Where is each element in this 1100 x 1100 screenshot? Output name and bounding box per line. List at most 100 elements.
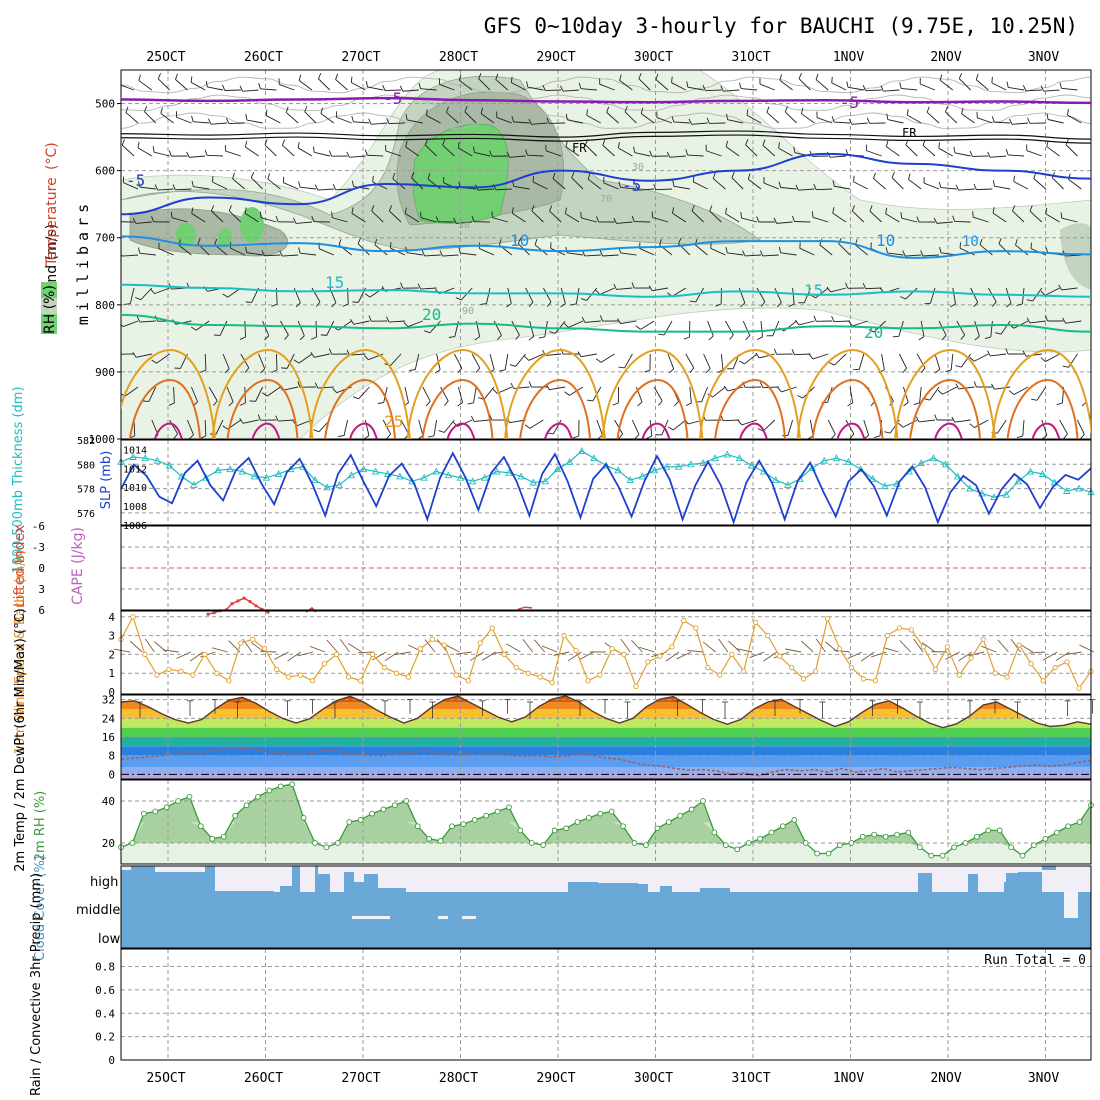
wind-barb	[193, 121, 210, 124]
wind-barb	[511, 212, 526, 223]
lifted-index-marker	[242, 596, 246, 600]
wind-barb-flag	[777, 387, 782, 393]
isotherm-35	[349, 422, 378, 439]
thickness-marker	[990, 493, 998, 501]
wind-barb	[264, 144, 277, 157]
wind-barb	[427, 178, 441, 190]
wind10m-barb	[567, 651, 582, 662]
thickness-marker	[311, 476, 319, 484]
wind-barb-flag	[916, 216, 920, 223]
wind-barb	[827, 419, 836, 435]
rh2m-marker	[437, 838, 444, 844]
wind-barb-flag	[800, 107, 804, 114]
wind-barb	[275, 353, 278, 371]
wind-barb-flag	[853, 175, 855, 182]
wind-barb-flag	[955, 383, 960, 390]
cloud-gap-mid	[438, 916, 448, 919]
thickness-marker	[1026, 467, 1035, 475]
wind-barb	[371, 210, 384, 223]
rh2m-marker	[369, 810, 375, 817]
y-tick-label-right: 1008	[123, 502, 147, 513]
wind-barb	[886, 146, 900, 157]
wind-barb	[652, 287, 669, 292]
lifted-index-ylabel: Lifted Index	[12, 525, 28, 607]
y-tick-label: 500	[95, 98, 115, 111]
wind-barb	[426, 115, 441, 124]
wind-barb-flag	[691, 205, 695, 212]
wind10m-marker	[286, 674, 292, 680]
rh2m-marker	[255, 793, 261, 800]
rh2m-marker	[643, 842, 649, 848]
wind10m-marker	[130, 614, 136, 620]
thickness-marker	[541, 477, 550, 485]
wind-barb	[776, 221, 793, 224]
wind-barb-flag	[960, 334, 965, 340]
wind-barb-flag	[984, 336, 991, 339]
wind-barb-flag	[586, 399, 593, 402]
wind-barb	[916, 353, 926, 369]
wind-barb-flag	[868, 329, 875, 333]
wind-barb	[1026, 150, 1042, 157]
wind10m-barb	[506, 643, 521, 653]
isotherm-25	[406, 348, 509, 439]
wind-barb-flag	[244, 207, 247, 214]
wind-barb	[568, 320, 584, 328]
wind-barb-flag	[666, 151, 671, 158]
wind-barb	[433, 419, 438, 436]
wind-barb	[958, 188, 975, 191]
wind-barb-flag	[357, 238, 361, 244]
wind-barb-flag	[884, 431, 891, 434]
wind-barb	[756, 287, 766, 303]
rh2m-marker	[848, 840, 855, 846]
wind-barb	[464, 111, 477, 124]
wind-barb	[215, 419, 224, 435]
cloud-gap-mid	[1064, 892, 1078, 918]
wind-barb	[997, 419, 1007, 434]
wind-barb-flag	[424, 139, 428, 146]
wind-barb	[707, 320, 714, 337]
wind-barb-flag	[848, 321, 853, 327]
thickness-marker	[505, 468, 513, 476]
wind-barb-flag	[170, 211, 173, 218]
wind10m-barb	[424, 639, 436, 653]
wind-barb-flag	[250, 172, 255, 178]
wind-barb	[545, 353, 562, 356]
rh2m-marker	[928, 852, 935, 859]
wind10m-barb	[981, 645, 997, 653]
wind-barb-flag	[495, 73, 499, 80]
wind-barb	[545, 150, 562, 157]
wind-barb-flag	[1045, 315, 1049, 322]
wind-barb	[798, 320, 815, 326]
wind-barb	[687, 154, 704, 157]
wind-barb	[260, 88, 277, 91]
wind-barb	[1025, 89, 1042, 92]
cloud-bar	[364, 874, 378, 886]
wind-barb	[801, 113, 815, 124]
wind-barb	[693, 181, 708, 190]
wind-barb-flag	[862, 283, 867, 289]
cape-ylabel: CAPE (J/kg)	[70, 527, 86, 605]
wind-barb-flag	[755, 352, 760, 359]
wind-barb	[816, 117, 833, 124]
wind-barb-flag	[427, 173, 431, 180]
wind-barb-flag	[902, 368, 907, 374]
wind10m-marker	[489, 625, 495, 631]
wind-barb-flag	[552, 172, 556, 179]
wind10m-barb	[871, 651, 887, 658]
wind-barb	[865, 287, 882, 290]
wind10m-marker	[812, 668, 819, 674]
cloud-bar	[660, 886, 672, 892]
wind-barb-flag	[271, 303, 278, 307]
rh2m-marker	[962, 840, 969, 846]
wind-barb	[442, 254, 459, 257]
wind-barb	[175, 188, 192, 191]
wind-barb-flag	[1046, 113, 1049, 120]
wind10m-barb	[553, 651, 570, 656]
y-tick-label-right: 1010	[123, 483, 147, 494]
wind-barb-flag	[346, 349, 350, 356]
isotherm-label: 20	[864, 323, 883, 342]
wind-barb-flag	[491, 211, 493, 218]
wind10m-barb	[176, 651, 192, 659]
thickness-marker	[432, 467, 441, 475]
wind-barb	[317, 188, 334, 191]
